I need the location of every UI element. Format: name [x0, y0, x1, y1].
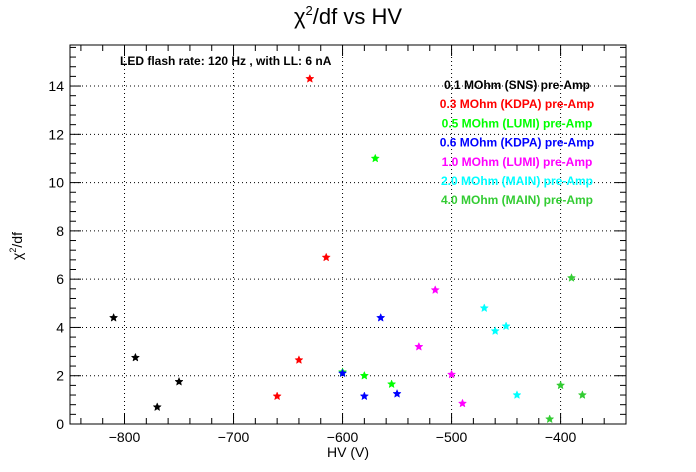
data-point-series-3 [337, 368, 348, 378]
y-axis-label-sup: 2 [8, 248, 18, 253]
data-point-series-2 [359, 370, 369, 380]
x-tick-label: −500 [436, 429, 468, 445]
data-point-series-5 [512, 390, 522, 399]
data-point-series-2 [370, 153, 380, 163]
chart-title-rest: /df vs HV [313, 4, 403, 29]
data-point-series-6 [555, 380, 566, 390]
data-point-series-4 [414, 341, 424, 351]
x-tick-label: −400 [545, 429, 577, 445]
chart-title: χ2/df vs HV [294, 3, 402, 29]
data-point-series-1 [321, 252, 331, 262]
data-point-series-5 [479, 303, 489, 313]
data-point-series-6 [566, 273, 577, 282]
data-point-series-4 [457, 398, 468, 408]
data-point-series-6 [577, 390, 588, 399]
data-point-series-3 [392, 388, 402, 398]
y-tick-label: 10 [48, 175, 64, 191]
data-point-series-3 [359, 391, 369, 401]
legend-entry-3: 0.6 MOhm (KDPA) pre-Amp [440, 136, 594, 150]
svg-text:χ2/df: χ2/df [8, 232, 25, 260]
legend-entry-6: 4.0 MOhm (MAIN) pre-Amp [441, 193, 593, 207]
y-axis-label-main: χ [9, 252, 25, 260]
x-tick-label: −700 [218, 429, 250, 445]
legend: 0.1 MOhm (SNS) pre-Amp 0.3 MOhm (KDPA) pr… [440, 78, 594, 207]
svg-text:χ2/df vs HV: χ2/df vs HV [294, 3, 402, 29]
chart-title-sup: 2 [306, 3, 313, 18]
y-tick-label: 6 [56, 271, 64, 287]
data-point-series-4 [446, 369, 457, 379]
y-axis-label-rest: /df [9, 232, 25, 248]
x-tick-label: −800 [109, 429, 141, 445]
data-points [108, 73, 588, 424]
data-point-series-0 [152, 402, 162, 412]
data-point-series-4 [430, 285, 440, 294]
y-axis-label: χ2/df [8, 232, 25, 260]
data-point-series-5 [501, 321, 511, 331]
annotation-led-flash: LED flash rate: 120 Hz , with LL: 6 nA [120, 54, 332, 68]
y-tick-label: 2 [56, 368, 64, 384]
y-tick-label: 12 [48, 126, 64, 142]
data-point-series-0 [130, 352, 141, 362]
data-point-series-6 [545, 414, 555, 424]
data-point-series-3 [376, 312, 386, 322]
data-point-series-0 [108, 312, 119, 322]
legend-entry-0: 0.1 MOhm (SNS) pre-Amp [444, 78, 590, 92]
chart-title-main: χ [294, 4, 306, 29]
data-point-series-5 [490, 326, 500, 335]
legend-entry-2: 0.5 MOhm (LUMI) pre-Amp [442, 116, 593, 130]
axes [69, 44, 627, 425]
x-axis-label: HV (V) [327, 444, 369, 460]
x-axis-ticks: −800 −700 −600 −500 −400 [80, 45, 627, 445]
data-point-series-2 [386, 379, 397, 389]
x-tick-label: −600 [327, 429, 359, 445]
y-tick-label: 14 [48, 78, 64, 94]
y-tick-label: 4 [56, 319, 64, 335]
data-point-series-1 [272, 391, 282, 401]
legend-entry-1: 0.3 MOhm (KDPA) pre-Amp [440, 97, 594, 111]
y-axis-ticks: 0 2 4 6 8 10 12 14 [48, 46, 626, 432]
data-point-series-0 [174, 376, 184, 386]
legend-entry-5: 2.0 MOhm (MAIN) pre-Amp [441, 174, 593, 188]
data-point-series-1 [294, 355, 304, 364]
data-point-series-1 [305, 73, 315, 83]
legend-entry-4: 1.0 MOhm (LUMI) pre-Amp [442, 155, 593, 169]
y-tick-label: 8 [56, 223, 64, 239]
y-tick-label: 0 [56, 416, 64, 432]
plot-frame [69, 44, 627, 425]
